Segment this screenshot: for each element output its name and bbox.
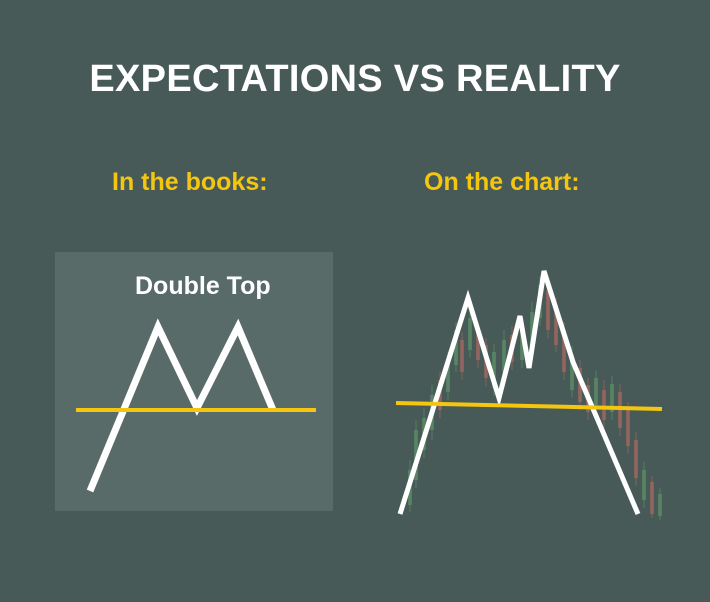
candle-body	[578, 368, 582, 402]
real-neckline	[395, 401, 663, 411]
candle-body	[626, 410, 630, 446]
candle-body	[594, 378, 598, 405]
page-title: EXPECTATIONS VS REALITY	[89, 58, 621, 100]
candle-body	[476, 330, 480, 360]
candle-body	[554, 305, 558, 345]
real-chart-pattern	[395, 270, 663, 515]
candle-body	[602, 390, 606, 420]
candle-body	[492, 352, 496, 388]
double-top-label: Double Top	[135, 272, 271, 300]
textbook-double-top	[76, 318, 316, 493]
candle-body	[446, 360, 450, 392]
candle-body	[468, 318, 472, 350]
candle-body	[520, 330, 524, 360]
candle-body	[546, 290, 550, 330]
candle-body	[642, 470, 646, 500]
candle-body	[634, 440, 638, 478]
candle-body	[570, 355, 574, 390]
books-heading: In the books:	[112, 168, 268, 196]
real-price-line	[397, 270, 641, 515]
candle-body	[562, 330, 566, 372]
candle-body	[650, 482, 654, 514]
candle-body	[460, 340, 464, 372]
candle-body	[530, 312, 534, 348]
candle-body	[502, 340, 506, 372]
candle-body	[658, 494, 662, 516]
chart-heading: On the chart:	[424, 168, 580, 196]
candle-body	[610, 384, 614, 412]
candle-body	[454, 330, 458, 365]
